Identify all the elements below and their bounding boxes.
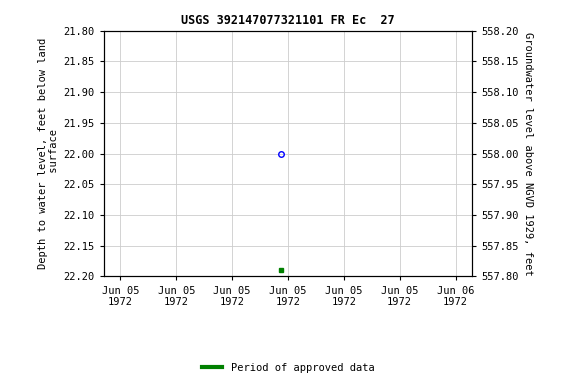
Y-axis label: Groundwater level above NGVD 1929, feet: Groundwater level above NGVD 1929, feet xyxy=(523,32,533,275)
Title: USGS 392147077321101 FR Ec  27: USGS 392147077321101 FR Ec 27 xyxy=(181,14,395,27)
Legend: Period of approved data: Period of approved data xyxy=(198,359,378,377)
Y-axis label: Depth to water level, feet below land
 surface: Depth to water level, feet below land su… xyxy=(37,38,59,269)
